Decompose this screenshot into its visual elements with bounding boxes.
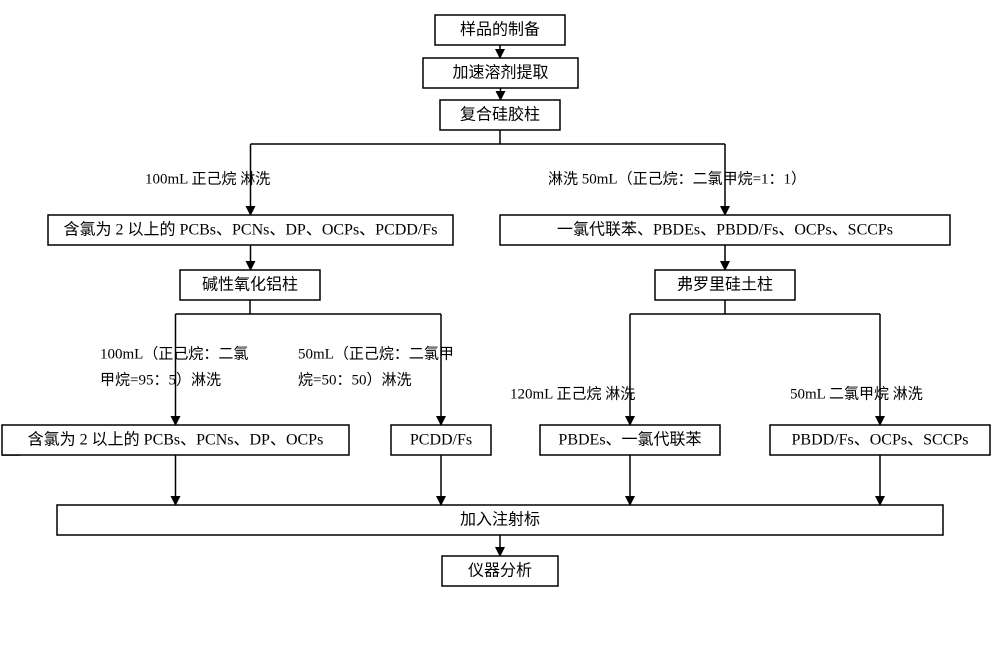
flow-node-label-n11: PBDD/Fs、OCPs、SCCPs	[792, 432, 969, 449]
flow-node-label-n6: 碱性氧化铝柱	[202, 276, 298, 294]
flow-edge-label-e3-l2: 甲烷=95：5）淋洗	[100, 371, 221, 388]
flow-edge-label-e2: 淋洗 50mL（正己烷：二氯甲烷=1：1）	[548, 170, 806, 187]
flow-node-label-n9: PCDD/Fs	[410, 432, 472, 449]
flow-node-label-n7: 弗罗里硅土柱	[677, 276, 773, 294]
flow-node-label-n3: 复合硅胶柱	[460, 106, 540, 124]
flow-node-label-n1: 样品的制备	[460, 21, 540, 39]
flow-edge-label-e5: 120mL 正己烷 淋洗	[510, 385, 635, 402]
flow-edge-label-e3-l1: 100mL（正己烷：二氯	[100, 345, 248, 362]
flow-node-label-n12: 加入注射标	[460, 511, 540, 529]
flow-node-label-n10: PBDEs、一氯代联苯	[558, 431, 701, 449]
flow-edge-label-e1: 100mL 正己烷 淋洗	[145, 170, 270, 187]
flow-edge-label-e4-l2: 烷=50：50）淋洗	[298, 371, 411, 388]
flow-edge-label-e4-l1: 50mL（正己烷：二氯甲	[298, 345, 454, 362]
flow-node-label-n4: 含氯为 2 以上的 PCBs、PCNs、DP、OCPs、PCDD/Fs	[64, 221, 438, 239]
flow-node-label-n8: 含氯为 2 以上的 PCBs、PCNs、DP、OCPs	[28, 431, 324, 449]
flow-node-label-n13: 仪器分析	[468, 562, 532, 580]
flow-edge-label-e6: 50mL 二氯甲烷 淋洗	[790, 385, 923, 402]
flow-node-label-n2: 加速溶剂提取	[452, 64, 548, 82]
flow-node-label-n5: 一氯代联苯、PBDEs、PBDD/Fs、OCPs、SCCPs	[557, 221, 893, 239]
